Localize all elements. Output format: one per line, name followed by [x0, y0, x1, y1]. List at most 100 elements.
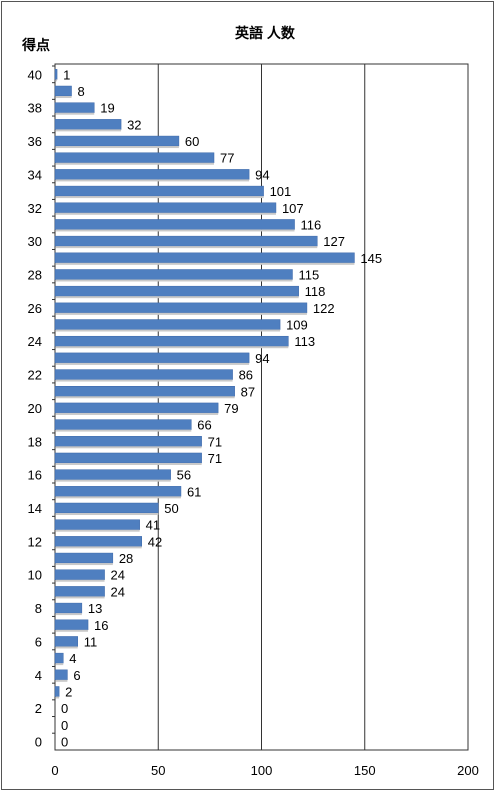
- data-label: 0: [61, 718, 68, 733]
- bar: [54, 519, 140, 530]
- bar: [54, 602, 83, 614]
- data-label: 109: [286, 318, 308, 333]
- y-tick-label: 36: [28, 134, 42, 149]
- data-label: 94: [255, 167, 269, 182]
- bar: [54, 335, 289, 347]
- bar-shadow: [56, 346, 289, 349]
- data-label: 0: [61, 735, 68, 750]
- bar-shadow: [56, 379, 233, 382]
- bar-shadow: [56, 362, 250, 365]
- bar: [54, 119, 122, 130]
- bar-layer: [54, 69, 355, 699]
- bar: [54, 402, 219, 414]
- y-tick-label: 28: [28, 268, 42, 283]
- bar-shadow: [56, 646, 78, 649]
- y-tick-label: 8: [35, 601, 42, 616]
- data-label: 71: [208, 451, 222, 466]
- data-label: 28: [119, 551, 133, 566]
- bar-shadow: [56, 546, 142, 549]
- bar: [54, 536, 142, 547]
- bar-shadow: [56, 129, 122, 132]
- y-tick-label: 12: [28, 534, 42, 549]
- bar: [54, 302, 308, 314]
- bar-shadow: [56, 613, 82, 616]
- data-label: 50: [164, 501, 178, 516]
- y-tick-label: 22: [28, 368, 42, 383]
- chart-title: 英語 人数: [234, 25, 296, 41]
- data-label: 77: [220, 151, 234, 166]
- data-label: 24: [111, 568, 125, 583]
- bar-shadow: [56, 563, 113, 566]
- bar-shadow: [56, 513, 159, 516]
- bar: [54, 419, 192, 430]
- bar-shadow: [56, 462, 202, 465]
- y-tick-label: 34: [28, 167, 42, 182]
- bar: [54, 569, 105, 580]
- y-tick-label: 30: [28, 234, 42, 249]
- y-tick-label: 14: [28, 501, 42, 516]
- data-label: 0: [61, 701, 68, 716]
- data-label: 1: [63, 67, 70, 82]
- axis-layer: 0 50 100 150 2004038363432302826242220181614…: [28, 65, 479, 778]
- bar-shadow: [56, 596, 105, 599]
- bar: [54, 619, 89, 631]
- data-label: 101: [270, 184, 292, 199]
- data-label: 107: [282, 201, 304, 216]
- bar: [54, 235, 318, 247]
- y-tick-label: 18: [28, 434, 42, 449]
- data-label: 41: [146, 518, 160, 533]
- bar: [54, 436, 202, 447]
- data-label: 6: [73, 668, 80, 683]
- bar: [54, 269, 293, 280]
- bar: [54, 386, 235, 397]
- y-tick-label: 38: [28, 101, 42, 116]
- data-label: 86: [239, 368, 253, 383]
- bar: [54, 285, 299, 297]
- bar: [54, 319, 281, 330]
- y-tick-label: 26: [28, 301, 42, 316]
- y-tick-label: 4: [35, 668, 42, 683]
- data-label: 116: [301, 217, 322, 232]
- bar-shadow: [56, 529, 140, 532]
- bar: [54, 669, 68, 681]
- data-label: 145: [360, 251, 382, 266]
- y-tick-label: 24: [28, 334, 42, 349]
- bar-shadow: [56, 162, 215, 165]
- data-label: 61: [187, 484, 201, 499]
- data-label: 8: [78, 84, 85, 99]
- bar: [54, 169, 250, 180]
- y-tick-label: 32: [28, 201, 42, 216]
- data-label: 127: [323, 234, 345, 249]
- data-label: 71: [208, 434, 222, 449]
- bar-shadow: [56, 262, 355, 265]
- x-tick-label: 200: [457, 763, 479, 778]
- data-label: 42: [148, 534, 162, 549]
- bar: [54, 469, 171, 480]
- bar: [54, 202, 277, 214]
- bar: [54, 69, 58, 80]
- bar: [54, 185, 264, 197]
- x-tick-label: 0: [51, 763, 58, 778]
- bar: [54, 636, 78, 647]
- data-label: 122: [313, 301, 335, 316]
- bar-shadow: [56, 663, 64, 666]
- y-tick-label: 40: [28, 67, 42, 82]
- data-label: 113: [294, 334, 315, 349]
- bar-shadow: [56, 446, 202, 449]
- bar-shadow: [56, 246, 318, 249]
- data-label: 4: [69, 651, 76, 666]
- data-label: 115: [298, 268, 319, 283]
- bar-shadow: [56, 429, 192, 432]
- bar-shadow: [56, 112, 95, 115]
- bar-shadow: [56, 329, 281, 332]
- bar-shadow: [56, 229, 295, 232]
- bar: [54, 586, 105, 597]
- y-tick-label: 10: [28, 568, 42, 583]
- bar-shadow: [56, 79, 58, 82]
- bar: [54, 502, 159, 514]
- y-tick-label: 6: [35, 634, 42, 649]
- bar: [54, 369, 233, 380]
- data-label: 118: [305, 284, 326, 299]
- bar-shadow: [56, 212, 276, 215]
